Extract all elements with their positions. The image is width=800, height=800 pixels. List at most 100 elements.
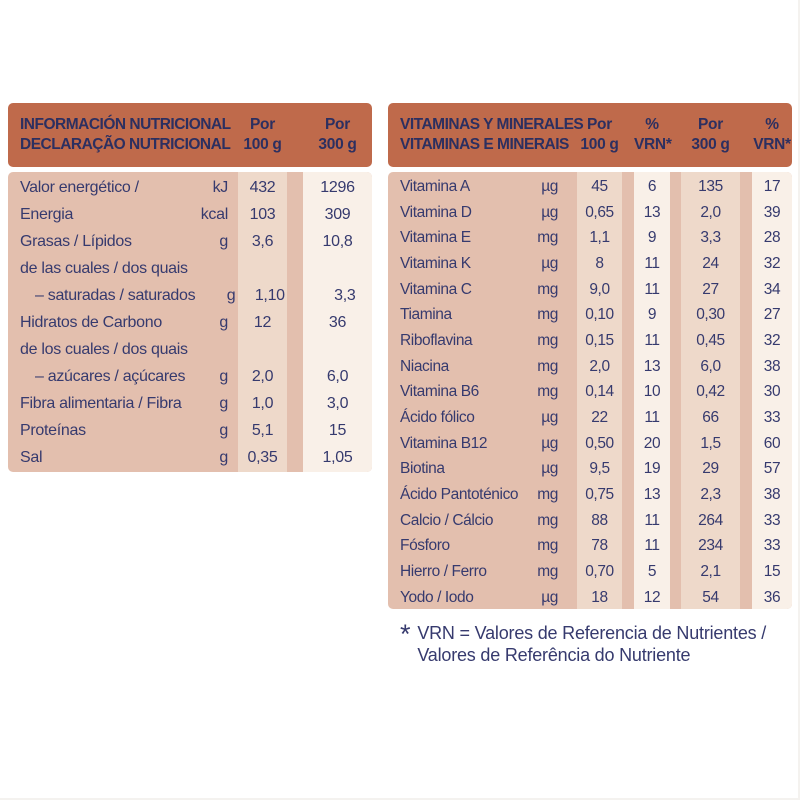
- row-unit: g: [219, 394, 228, 412]
- table-row: Sal g 0,35 1,05: [8, 444, 372, 471]
- row-unit: mg: [537, 229, 558, 247]
- table-row: Niacina mg 2,0 13 6,0 38: [388, 354, 792, 380]
- row-unit: g: [219, 367, 228, 385]
- row-value-vrn-100g: 11: [644, 280, 660, 298]
- column-stripe-per-300g: [681, 172, 740, 609]
- row-value-vrn-300g: 33: [763, 537, 781, 555]
- row-label: Calcio / Cálcio: [400, 511, 494, 529]
- row-unit: mg: [537, 280, 558, 298]
- row-label: Yodo / Iodo: [400, 588, 474, 606]
- row-unit: µg: [541, 254, 558, 272]
- title-line-es: INFORMACIÓN NUTRICIONAL: [20, 116, 231, 133]
- table-row: Proteínas g 5,1 15: [8, 417, 372, 444]
- row-value-vrn-300g: 36: [763, 588, 781, 606]
- row-unit: mg: [537, 563, 558, 581]
- row-label: de las cuales / dos quais: [20, 259, 188, 277]
- row-value-per-300g: 6,0: [700, 357, 721, 375]
- row-value-vrn-300g: 33: [763, 409, 781, 427]
- row-value-per-300g: 29: [702, 460, 719, 478]
- row-unit: mg: [537, 357, 558, 375]
- row-label: Valor energético /: [20, 178, 139, 196]
- row-value-per-100g: 432: [249, 178, 276, 196]
- table-row: Hidratos de Carbono g 12 36: [8, 309, 372, 336]
- row-label: Vitamina A: [400, 177, 470, 195]
- row-value-per-300g: 234: [698, 537, 723, 555]
- row-label: Proteínas: [20, 421, 86, 439]
- row-label: Riboflavina: [400, 331, 473, 349]
- row-value-per-100g: 1,0: [251, 394, 274, 412]
- row-value-vrn-100g: 11: [644, 537, 660, 555]
- row-value-per-100g: 78: [591, 537, 608, 555]
- row-value-per-100g: 18: [591, 588, 608, 606]
- row-value-per-300g: 3,3: [700, 229, 721, 247]
- table-row: Vitamina B12 µg 0,50 20 1,5 60: [388, 431, 792, 457]
- row-value-vrn-100g: 13: [643, 203, 661, 221]
- column-header-vrn-300g: % VRN*: [753, 116, 791, 153]
- row-value-vrn-300g: 30: [763, 383, 781, 401]
- row-value-per-300g: 15: [328, 421, 347, 439]
- row-value-per-100g: 9,0: [589, 280, 610, 298]
- row-label: Biotina: [400, 460, 445, 478]
- row-label: de los cuales / dos quais: [20, 340, 188, 358]
- row-value-vrn-300g: 27: [763, 306, 781, 324]
- row-value-vrn-100g: 11: [644, 331, 660, 349]
- row-value-per-300g: 1296: [320, 178, 355, 196]
- vitamins-minerals-table: VITAMINAS Y MINERALES VITAMINAS E MINERA…: [388, 103, 792, 609]
- row-unit: kJ: [212, 178, 229, 196]
- row-unit: µg: [541, 409, 558, 427]
- row-value-per-100g: 0,35: [247, 448, 278, 466]
- table-row: Energia kcal 103 309: [8, 201, 372, 228]
- title-line-pt: DECLARAÇÃO NUTRICIONAL: [20, 136, 231, 153]
- table-row: Vitamina E mg 1,1 9 3,3 28: [388, 225, 792, 251]
- table-row: Fibra alimentaria / Fibra g 1,0 3,0: [8, 390, 372, 417]
- photo-edge-bottom: [0, 798, 800, 800]
- row-value-per-300g: 10,8: [322, 232, 353, 250]
- row-value-per-100g: 103: [249, 205, 276, 223]
- row-unit: µg: [541, 460, 558, 478]
- row-value-vrn-300g: 33: [763, 511, 781, 529]
- row-value-vrn-100g: 5: [647, 563, 657, 581]
- column-header-per-100g: Por 100 g: [580, 116, 619, 153]
- row-value-per-100g: 1,1: [589, 229, 610, 247]
- nutrition-facts-header: INFORMACIÓN NUTRICIONAL DECLARAÇÃO NUTRI…: [8, 103, 372, 167]
- row-value-per-300g: 309: [324, 205, 351, 223]
- row-value-per-100g: 1,10: [254, 286, 285, 304]
- row-value-vrn-100g: 9: [647, 306, 657, 324]
- row-unit: µg: [541, 203, 558, 221]
- row-value-vrn-100g: 12: [643, 588, 661, 606]
- row-value-per-300g: 27: [702, 280, 719, 298]
- row-value-per-300g: 66: [702, 409, 719, 427]
- row-value-per-100g: 0,14: [585, 383, 614, 401]
- row-label: Vitamina C: [400, 280, 472, 298]
- row-value-per-100g: 22: [591, 409, 608, 427]
- row-value-vrn-100g: 20: [643, 434, 661, 452]
- vitamins-minerals-body: Vitamina A µg 45 6 135 17 Vitamina D µg …: [388, 172, 792, 609]
- table-row: Vitamina B6 mg 0,14 10 0,42 30: [388, 380, 792, 406]
- column-stripe-vrn-300g: [752, 172, 792, 609]
- footnote-line-1: VRN = Valores de Referencia de Nutriente…: [417, 623, 767, 643]
- row-value-per-100g: 0,50: [585, 434, 614, 452]
- row-label: Vitamina B6: [400, 383, 479, 401]
- row-unit: mg: [537, 511, 558, 529]
- column-stripe-per-100g: [238, 172, 287, 472]
- row-value-per-100g: 0,15: [585, 331, 614, 349]
- row-label: Ácido Pantoténico: [400, 486, 519, 504]
- row-label: Energia: [20, 205, 74, 223]
- row-unit: kcal: [200, 205, 229, 223]
- row-unit: mg: [537, 331, 558, 349]
- title-line-es: VITAMINAS Y MINERALES: [400, 116, 584, 133]
- row-unit: mg: [537, 537, 558, 555]
- table-row: Vitamina D µg 0,65 13 2,0 39: [388, 200, 792, 226]
- row-label: Fósforo: [400, 537, 450, 555]
- nutrition-facts-table: INFORMACIÓN NUTRICIONAL DECLARAÇÃO NUTRI…: [8, 103, 372, 472]
- row-value-per-300g: 2,3: [700, 486, 721, 504]
- row-value-vrn-100g: 11: [644, 511, 660, 529]
- row-value-vrn-300g: 38: [763, 486, 781, 504]
- table-row: de las cuales / dos quais: [8, 255, 372, 282]
- row-value-per-300g: 36: [328, 313, 347, 331]
- table-row: Ácido Pantoténico mg 0,75 13 2,3 38: [388, 482, 792, 508]
- row-value-per-300g: 6,0: [326, 367, 349, 385]
- row-value-per-300g: 0,30: [696, 306, 725, 324]
- vitamins-minerals-title: VITAMINAS Y MINERALES VITAMINAS E MINERA…: [400, 115, 584, 155]
